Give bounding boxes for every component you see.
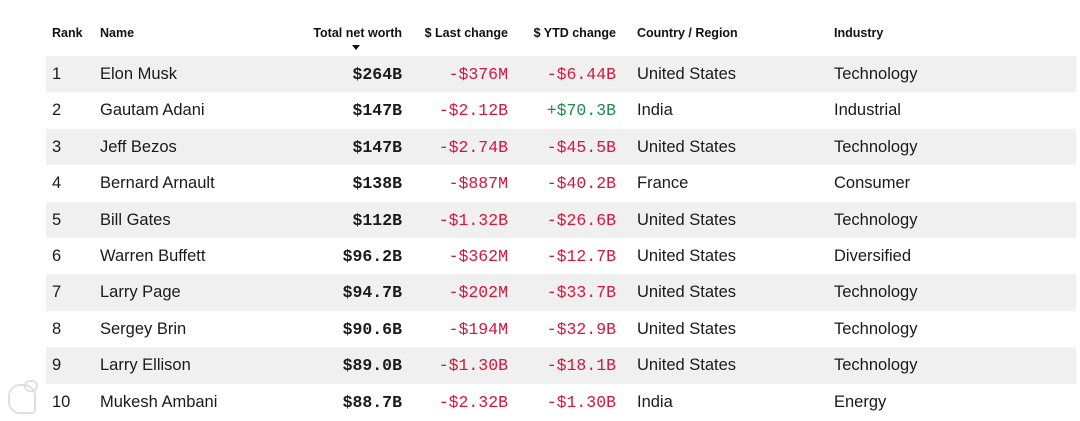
last-change-cell: -$2.12B	[438, 101, 508, 121]
country-cell: United States	[637, 246, 737, 265]
industry-cell: Technology	[834, 65, 918, 83]
net-worth-cell: $96.2B	[342, 246, 402, 266]
column-header-country[interactable]: Country / Region	[637, 26, 738, 40]
net-worth-cell: $147B	[352, 137, 402, 157]
last-change-cell: -$376M	[448, 65, 508, 84]
industry-cell: Consumer	[834, 174, 911, 193]
column-header-rank[interactable]: Rank	[52, 26, 83, 40]
table-row[interactable]: 6 Warren Buffett $96.2B -$362M -$12.7B United…	[46, 237, 1076, 275]
industry-cell: Industrial	[834, 101, 901, 120]
name-cell[interactable]: Sergey Brin	[100, 319, 187, 338]
table-row[interactable]: 8 Sergey Brin $90.6B -$194M -$32.9B United St…	[46, 310, 1076, 348]
country-cell: United States	[637, 283, 737, 302]
ytd-change-cell: -$40.2B	[546, 174, 616, 194]
net-worth-cell: $138B	[352, 174, 402, 194]
rank-cell: 4	[52, 174, 62, 193]
net-worth-cell: $147B	[352, 101, 402, 121]
watermark-logo	[8, 380, 38, 414]
country-cell: United States	[637, 356, 737, 375]
ytd-change-cell: -$32.9B	[546, 319, 616, 339]
column-header-last-change[interactable]: $ Last change	[424, 26, 508, 40]
country-cell: United States	[637, 137, 737, 156]
last-change-cell: -$194M	[448, 319, 508, 339]
rank-cell: 7	[52, 283, 62, 302]
last-change-cell: -$202M	[448, 283, 508, 303]
ytd-change-cell: -$12.7B	[546, 246, 616, 266]
column-header-ytd-change[interactable]: $ YTD change	[533, 26, 616, 40]
ytd-change-cell: -$33.7B	[546, 283, 616, 303]
net-worth-cell: $112B	[352, 210, 402, 230]
net-worth-cell: $89.0B	[342, 356, 402, 376]
ytd-change-cell: +$70.3B	[546, 101, 616, 121]
country-cell: India	[637, 101, 673, 120]
table-row[interactable]: 3 Jeff Bezos $147B -$2.74B -$45.5B United Sta…	[46, 128, 1076, 166]
net-worth-cell: $94.7B	[342, 283, 402, 303]
industry-cell: Technology	[834, 283, 918, 302]
table-row[interactable]: 7 Larry Page $94.7B -$202M -$33.7B United Sta…	[46, 274, 1076, 311]
table-row[interactable]: 5 Bill Gates $112B -$1.32B -$26.6B United Sta…	[46, 201, 1076, 238]
country-cell: United States	[637, 65, 737, 83]
rank-cell: 1	[52, 65, 62, 83]
rank-cell: 10	[52, 392, 71, 411]
table-row[interactable]: 2 Gautam Adani $147B -$2.12B +$70.3B India Ind…	[46, 92, 1076, 129]
country-cell: India	[637, 392, 673, 411]
last-change-cell: -$2.32B	[438, 392, 508, 412]
name-cell[interactable]: Mukesh Ambani	[100, 392, 218, 411]
country-cell: United States	[637, 319, 737, 338]
rank-cell: 8	[52, 319, 62, 338]
country-cell: France	[637, 174, 689, 193]
ytd-change-cell: -$45.5B	[546, 137, 616, 157]
name-cell[interactable]: Elon Musk	[100, 65, 178, 83]
name-cell[interactable]: Larry Ellison	[100, 356, 191, 375]
ytd-change-cell: -$18.1B	[546, 356, 616, 376]
industry-cell: Diversified	[834, 246, 912, 265]
name-cell[interactable]: Jeff Bezos	[100, 137, 177, 156]
rank-cell: 6	[52, 246, 62, 265]
last-change-cell: -$362M	[448, 246, 508, 266]
name-cell[interactable]: Bill Gates	[100, 210, 171, 229]
rank-cell: 2	[52, 101, 62, 120]
table-row[interactable]: 9 Larry Ellison $89.0B -$1.30B -$18.1B United…	[46, 347, 1076, 384]
industry-cell: Technology	[834, 319, 918, 338]
rank-cell: 3	[52, 137, 62, 156]
industry-cell: Technology	[834, 356, 918, 375]
country-cell: United States	[637, 210, 737, 229]
column-header-total-net-worth[interactable]: Total net worth	[313, 26, 402, 40]
table-header: Rank Name Total net worth $ Last change …	[46, 18, 1076, 56]
last-change-cell: -$1.30B	[438, 356, 508, 376]
industry-cell: Technology	[834, 137, 918, 156]
name-cell[interactable]: Warren Buffett	[100, 246, 206, 265]
name-cell[interactable]: Larry Page	[100, 283, 181, 302]
name-cell[interactable]: Gautam Adani	[100, 101, 205, 120]
ytd-change-cell: -$26.6B	[546, 210, 616, 230]
table-row[interactable]: 1 Elon Musk $264B -$376M -$6.44B United State…	[46, 56, 1076, 93]
ytd-change-cell: -$6.44B	[546, 65, 616, 84]
industry-cell: Energy	[834, 392, 887, 411]
sort-descending-icon[interactable]	[352, 45, 360, 50]
table-row[interactable]: 10 Mukesh Ambani $88.7B -$2.32B -$1.30B India…	[46, 383, 1076, 420]
last-change-cell: -$887M	[448, 174, 508, 194]
rank-cell: 5	[52, 210, 62, 229]
billionaires-table: Rank Name Total net worth $ Last change …	[46, 18, 1076, 420]
net-worth-cell: $264B	[352, 65, 402, 84]
table-body: 1 Elon Musk $264B -$376M -$6.44B United State…	[46, 56, 1076, 420]
rank-cell: 9	[52, 356, 62, 375]
column-header-name[interactable]: Name	[100, 26, 135, 40]
name-cell[interactable]: Bernard Arnault	[100, 174, 215, 193]
industry-cell: Technology	[834, 210, 918, 229]
last-change-cell: -$2.74B	[438, 137, 508, 157]
net-worth-cell: $88.7B	[342, 392, 402, 412]
last-change-cell: -$1.32B	[438, 210, 508, 230]
net-worth-cell: $90.6B	[342, 319, 402, 339]
ytd-change-cell: -$1.30B	[546, 392, 616, 412]
column-header-industry[interactable]: Industry	[834, 26, 884, 40]
table-row[interactable]: 4 Bernard Arnault $138B -$887M -$40.2B France…	[46, 165, 1076, 202]
